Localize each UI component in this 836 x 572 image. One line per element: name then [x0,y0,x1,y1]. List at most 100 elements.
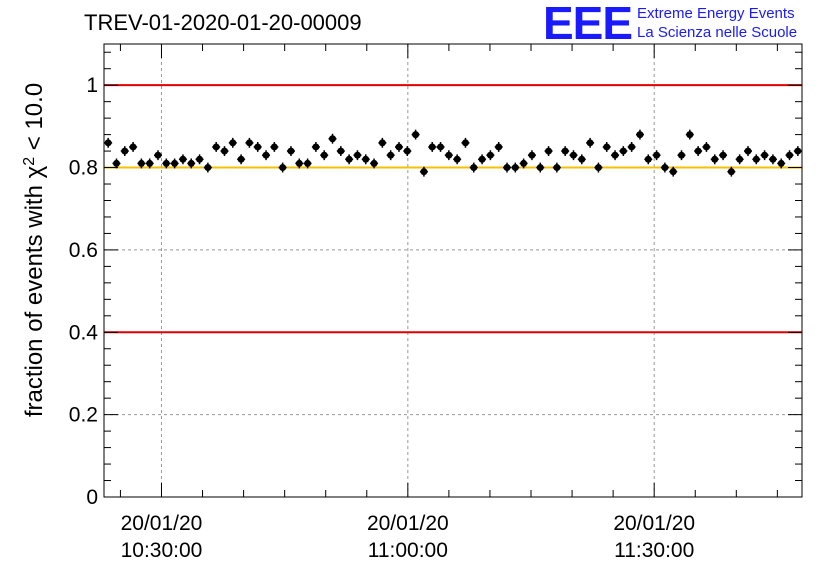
data-point [196,155,204,163]
data-point [171,159,179,167]
data-point [786,151,794,159]
data-point [761,151,769,159]
data-point [395,143,403,151]
data-point [586,139,594,147]
data-point [553,164,561,172]
data-point [353,151,361,159]
y-tick-label: 0.6 [69,239,98,262]
data-point [545,147,553,155]
data-point [287,147,295,155]
y-tick-label: 0 [86,486,98,509]
data-point [777,159,785,167]
data-point [187,159,195,167]
data-point [329,135,337,143]
data-point [229,139,237,147]
data-point [636,131,644,139]
data-point [295,159,303,167]
data-point [129,143,137,151]
y-tick-label: 1 [86,74,98,97]
data-point [495,143,503,151]
data-point [154,151,162,159]
org-name: Extreme Energy Events La Scienza nelle S… [637,4,797,42]
plot-frame [103,43,803,498]
data-point [279,164,287,172]
data-point [653,151,661,159]
data-point [270,143,278,151]
data-point [719,151,727,159]
data-point [603,143,611,151]
data-point [162,159,170,167]
x-tick-label-time: 11:30:00 [614,539,694,562]
data-point [420,168,428,176]
data-point [536,164,544,172]
data-point [628,143,636,151]
x-tick-label-time: 11:00:00 [368,539,448,562]
data-point [137,159,145,167]
data-point [453,155,461,163]
x-tick-label-time: 10:30:00 [121,539,203,562]
data-point [569,151,577,159]
y-tick-label: 0.2 [69,404,98,427]
data-point [744,147,752,155]
org-line-1: Extreme Energy Events [637,5,795,22]
chart-title: TREV-01-2020-01-20-00009 [84,10,362,35]
data-point [320,151,328,159]
data-point [478,155,486,163]
data-point [237,155,245,163]
data-point [694,147,702,155]
data-point [594,164,602,172]
y-axis-label: fraction of events with χ2 < 10.0 [21,83,49,417]
data-point [511,164,519,172]
data-point [312,143,320,151]
data-point [561,147,569,155]
data-point [445,151,453,159]
data-point [262,151,270,159]
data-point [486,151,494,159]
data-point [412,131,420,139]
data-point [104,139,112,147]
data-point [686,131,694,139]
data-point [503,164,511,172]
x-tick-label-date: 20/01/20 [367,512,449,535]
eee-logo: EEE [543,0,633,49]
data-point [121,147,129,155]
data-point [212,143,220,151]
data-point [644,155,652,163]
data-point [337,147,345,155]
data-point [428,143,436,151]
data-point [403,147,411,155]
data-point [245,139,253,147]
data-point [794,147,802,155]
data-point [578,155,586,163]
data-point [112,159,120,167]
data-point [220,147,228,155]
data-point [736,155,744,163]
y-tick-label: 0.8 [69,157,98,180]
data-point [769,155,777,163]
data-point [727,168,735,176]
data-point [179,155,187,163]
data-point [345,155,353,163]
data-point [461,139,469,147]
data-point [387,151,395,159]
data-point [254,143,262,151]
data-point [146,159,154,167]
data-point [619,147,627,155]
data-point [204,164,212,172]
data-point [470,164,478,172]
data-point [669,168,677,176]
data-point [702,143,710,151]
data-point [661,164,669,172]
data-point [520,159,528,167]
org-line-2: La Scienza nelle Scuole [637,24,798,41]
x-tick-label-date: 20/01/20 [613,512,695,535]
data-point [362,155,370,163]
x-tick-label-date: 20/01/20 [121,512,203,535]
y-tick-label: 0.4 [69,321,99,344]
data-point [437,143,445,151]
data-point [711,155,719,163]
data-point [370,159,378,167]
data-point [611,151,619,159]
data-point [752,155,760,163]
